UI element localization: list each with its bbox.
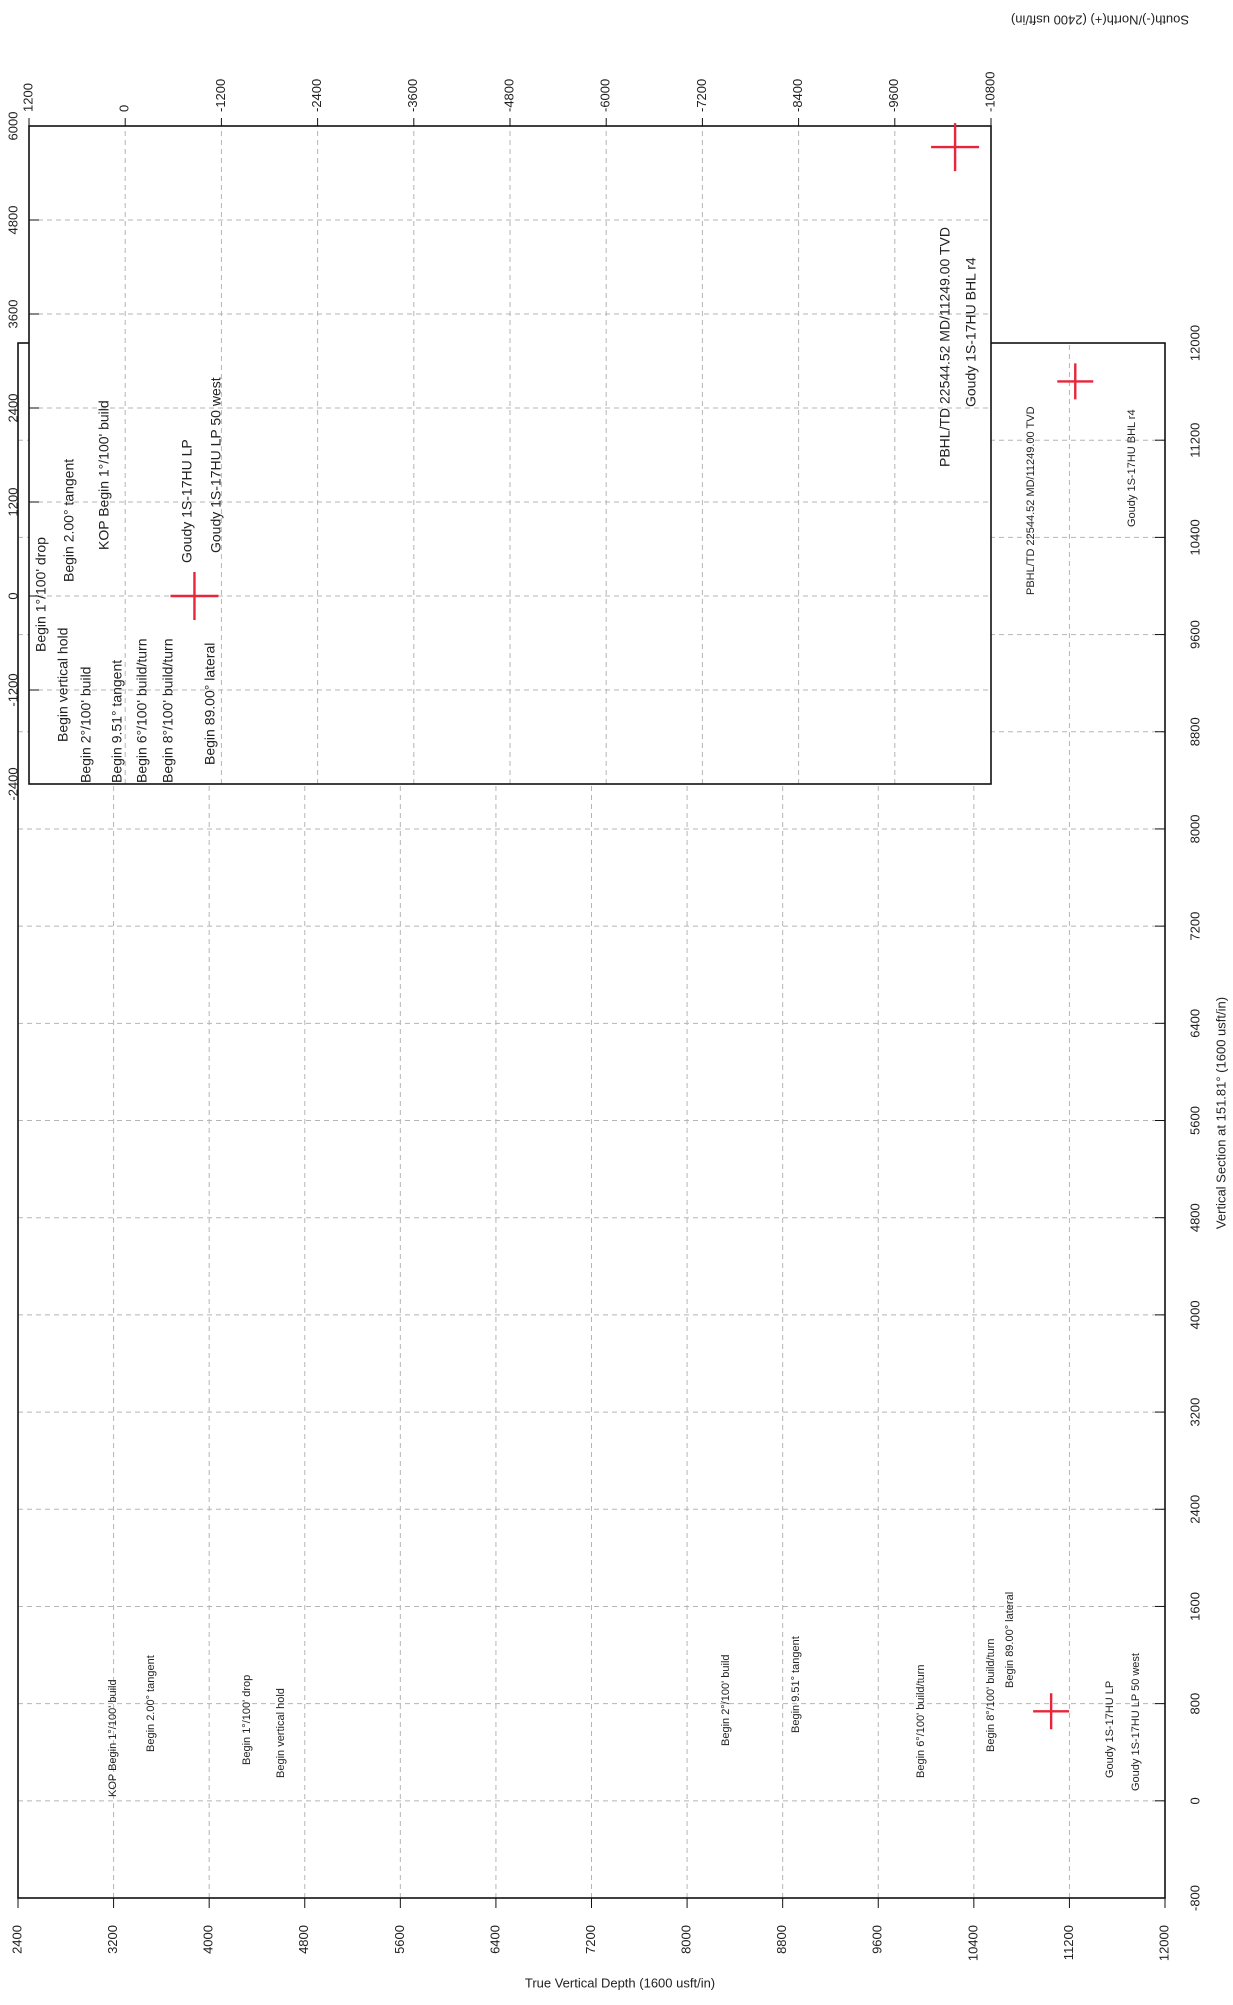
y-tick-label: -4800 — [501, 79, 516, 112]
x-tick-label: 1200 — [5, 488, 20, 517]
x-tick-label: 8000 — [1187, 814, 1202, 843]
x-axis-title: Vertical Section at 151.81° (1600 usft/i… — [1213, 997, 1228, 1229]
y-tick-label: 7200 — [583, 1925, 598, 1954]
annotation: Goudy 1S-17HU BHL r4 — [1126, 409, 1138, 527]
x-tick-label: 4000 — [1187, 1300, 1202, 1329]
y-tick-label: -1200 — [213, 79, 228, 112]
y-tick-label: -3600 — [405, 79, 420, 112]
y-tick-label: 2400 — [9, 1925, 24, 1954]
y-tick-label: -10800 — [982, 72, 997, 112]
y-tick-label: 0 — [117, 105, 132, 112]
annotation: Begin vertical hold — [275, 1688, 287, 1778]
x-tick-label: 2400 — [1187, 1495, 1202, 1524]
annotation: Begin 8°/100' build/turn — [160, 639, 176, 783]
x-tick-label: 800 — [1187, 1693, 1202, 1715]
x-tick-label: 8800 — [1187, 717, 1202, 746]
target-cross — [170, 572, 219, 620]
annotation: Begin 9.51° tangent — [109, 660, 125, 783]
y-tick-label: 10400 — [965, 1925, 980, 1961]
x-tick-label: -800 — [1187, 1885, 1202, 1911]
annotation: Begin 9.51° tangent — [790, 1636, 802, 1733]
y-tick-label: 1200 — [20, 83, 35, 112]
x-tick-label: -1200 — [5, 673, 20, 706]
x-tick-label: 3600 — [5, 300, 20, 329]
y-tick-label: 9600 — [870, 1925, 885, 1954]
x-tick-label: -2400 — [5, 767, 20, 800]
x-tick-label: 12000 — [1187, 325, 1202, 361]
annotation: KOP Begin 1°/100' build — [107, 1679, 119, 1797]
annotation: PBHL/TD 22544.52 MD/11249.00 TVD — [1025, 406, 1037, 595]
x-tick-label: 0 — [5, 592, 20, 599]
x-tick-label: 10400 — [1187, 519, 1202, 555]
y-axis-title: True Vertical Depth (1600 usft/in) — [525, 1975, 715, 1990]
annotation: Begin 6°/100' build/turn — [915, 1664, 927, 1778]
annotation: Begin 2.00° tangent — [61, 459, 77, 582]
x-tick-label: 1600 — [1187, 1592, 1202, 1621]
x-tick-label: 9600 — [1187, 620, 1202, 649]
annotation: Begin 89.00° lateral — [1004, 1592, 1016, 1688]
annotation: Begin 8°/100' build/turn — [985, 1638, 997, 1752]
y-tick-label: 3200 — [105, 1925, 120, 1954]
x-tick-label: 3200 — [1187, 1398, 1202, 1427]
annotation: PBHL/TD 22544.52 MD/11249.00 TVD — [937, 227, 953, 467]
plot-frame — [28, 125, 992, 785]
target-cross — [1033, 1693, 1070, 1730]
annotation: Begin 2°/100' build — [78, 667, 94, 783]
y-tick-label: 4000 — [201, 1925, 216, 1954]
y-tick-label: 4800 — [296, 1925, 311, 1954]
annotation: Begin 1°/100' drop — [33, 537, 49, 652]
annotation: Goudy 1S-17HU LP 50 west — [208, 377, 224, 553]
annotation: Begin 1°/100' drop — [241, 1675, 253, 1765]
annotation: Goudy 1S-17HU LP — [179, 439, 195, 563]
annotation: Goudy 1S-17HU LP 50 west — [1130, 1653, 1142, 1791]
y-tick-label: 12000 — [1156, 1925, 1171, 1961]
annotation: Goudy 1S-17HU BHL r4 — [963, 257, 979, 407]
x-tick-label: 0 — [1187, 1797, 1202, 1804]
target-cross — [1057, 363, 1094, 400]
y-axis-title: South(-)/North(+) (2400 usft/in) — [1011, 13, 1189, 28]
y-tick-label: -6000 — [598, 79, 613, 112]
annotation: Begin vertical hold — [55, 628, 71, 742]
x-tick-label: 6000 — [5, 112, 20, 141]
y-tick-label: -2400 — [309, 79, 324, 112]
x-tick-label: 4800 — [1187, 1203, 1202, 1232]
annotation: KOP Begin 1°/100' build — [96, 400, 112, 550]
annotation: Begin 2°/100' build — [720, 1654, 732, 1746]
x-tick-label: 2400 — [5, 394, 20, 423]
x-tick-label: 11200 — [1187, 423, 1202, 458]
y-tick-label: 8800 — [774, 1925, 789, 1954]
annotation: Goudy 1S-17HU LP — [1104, 1681, 1116, 1778]
y-tick-label: 5600 — [392, 1925, 407, 1954]
y-tick-label: 8000 — [679, 1925, 694, 1954]
y-tick-label: 11200 — [1061, 1925, 1076, 1960]
x-tick-label: 6400 — [1187, 1009, 1202, 1038]
y-tick-label: -8400 — [790, 79, 805, 112]
target-cross — [931, 123, 980, 172]
y-tick-label: 6400 — [487, 1925, 502, 1954]
y-tick-label: -7200 — [694, 79, 709, 112]
x-tick-label: 7200 — [1187, 912, 1202, 941]
x-tick-label: 5600 — [1187, 1106, 1202, 1135]
annotation: Begin 6°/100' build/turn — [134, 639, 150, 783]
y-tick-label: -9600 — [886, 79, 901, 112]
landscape-sheet: Geodetic System: Universal Transverse Me… — [5, 72, 1228, 1962]
annotation: Begin 2.00° tangent — [145, 1655, 157, 1752]
annotation: Begin 89.00° lateral — [202, 643, 218, 765]
x-tick-label: 4800 — [5, 206, 20, 235]
